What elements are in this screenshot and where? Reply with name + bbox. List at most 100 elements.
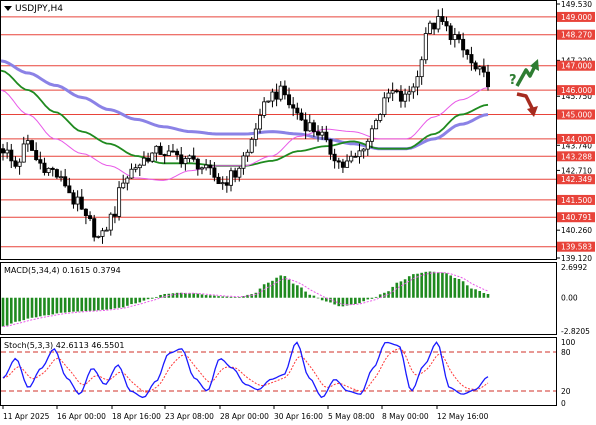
- candle-bear: [328, 139, 333, 155]
- macd-bar: [403, 279, 407, 298]
- candle-bull: [150, 152, 155, 162]
- price-panel: ? USDJPY,H4 149.530147.220145.750143.740…: [0, 0, 595, 263]
- macd-bar: [395, 282, 399, 298]
- candle-bear: [353, 155, 358, 158]
- candle-bear: [287, 94, 292, 106]
- macd-bar: [97, 297, 100, 311]
- candle-bear: [303, 119, 308, 132]
- candle-bear: [461, 38, 466, 51]
- candle-bear: [79, 196, 84, 210]
- candle-bear: [191, 155, 196, 160]
- candle-bull: [378, 114, 383, 121]
- macd-bar: [378, 294, 382, 298]
- candle-bear: [485, 71, 490, 88]
- candle-bear: [481, 66, 486, 73]
- macd-bar: [391, 286, 394, 298]
- forecast-arrows: ?: [509, 59, 539, 117]
- macd-bar: [217, 296, 220, 298]
- level-label: 140.791: [561, 213, 592, 222]
- candle-bull: [17, 161, 22, 167]
- macd-bar: [208, 295, 212, 298]
- dropdown-triangle-icon: [4, 6, 12, 11]
- time-tick-label: 16 Apr 00:00: [57, 412, 106, 421]
- candle-bull: [75, 196, 80, 205]
- macd-bar: [465, 285, 469, 298]
- price-tick-label: 145.750: [561, 92, 592, 101]
- macd-bar: [242, 296, 245, 298]
- candle-bear: [179, 154, 184, 164]
- candle-bull: [349, 155, 354, 162]
- candle-bull: [133, 167, 138, 170]
- candle-bull: [187, 155, 192, 159]
- level-label-bg: [557, 85, 595, 96]
- macd-bar: [22, 297, 26, 321]
- macd-bar: [146, 297, 150, 300]
- candle-bull: [270, 91, 275, 102]
- macd-bar: [150, 297, 154, 299]
- macd-bar: [80, 297, 84, 312]
- macd-bar: [30, 297, 34, 318]
- macd-bar: [51, 297, 55, 315]
- candle-bear: [9, 149, 14, 162]
- macd-bar: [121, 297, 125, 308]
- macd-bar: [229, 296, 233, 298]
- macd-bar: [109, 297, 113, 310]
- price-tick-label: 140.260: [561, 226, 592, 235]
- macd-bar: [117, 297, 121, 308]
- candle-bull: [137, 164, 142, 169]
- horizontal-levels: [1, 16, 556, 248]
- candle-bull: [407, 91, 412, 95]
- level-label: 142.349: [561, 175, 592, 184]
- candle-bull: [374, 120, 379, 130]
- level-label: 141.500: [561, 196, 592, 205]
- level-label-bg: [557, 133, 595, 144]
- candle-bull: [307, 122, 312, 132]
- macd-panel: MACD(5,34,4) 0.1615 0.3794 2.6992 0.00 -2.…: [0, 262, 590, 336]
- time-tick-label: 11 Apr 2025: [3, 412, 50, 421]
- macd-bar: [246, 294, 249, 298]
- candle-bull: [204, 164, 209, 169]
- macd-bar: [275, 277, 278, 298]
- candle-bear: [13, 160, 18, 167]
- macd-bar: [279, 275, 283, 298]
- macd-bar: [362, 297, 365, 302]
- macd-bar: [304, 291, 307, 298]
- candle-bear: [67, 185, 72, 194]
- macd-bar: [237, 297, 241, 298]
- candle-bear: [440, 16, 445, 22]
- candle-bear: [50, 167, 55, 170]
- candle-bull: [237, 167, 242, 178]
- candle-bear: [448, 25, 453, 41]
- candle-bear: [112, 213, 117, 217]
- macd-bar: [262, 284, 266, 298]
- level-labels: 149.000 148.270 147.000 146.000 145.000 144.0…: [557, 11, 595, 252]
- candle-bear: [224, 182, 229, 186]
- level-label-bg: [557, 11, 595, 22]
- macd-bar: [407, 276, 411, 298]
- macd-bar: [9, 297, 13, 324]
- macd-bar: [337, 297, 341, 307]
- price-panel-frame: [0, 0, 557, 260]
- level-label: 145.000: [561, 111, 592, 120]
- macd-bar: [34, 297, 38, 318]
- macd-bar: [134, 297, 137, 304]
- macd-bar: [55, 297, 59, 314]
- symbol-label: USDJPY,H4: [4, 4, 63, 14]
- macd-bar: [159, 294, 162, 298]
- candle-bull: [117, 187, 122, 217]
- candle-bear: [92, 218, 97, 238]
- time-tick-label: 8 May 00:00: [382, 412, 429, 421]
- macd-bar: [43, 297, 46, 316]
- candle-bull: [96, 235, 101, 238]
- macd-bar: [113, 297, 117, 309]
- candle-bear: [38, 159, 43, 164]
- macd-bar: [171, 293, 175, 298]
- price-tick-label: 139.120: [561, 254, 592, 263]
- macd-bar: [271, 280, 274, 298]
- level-label-bg: [557, 194, 595, 205]
- candle-bull: [121, 182, 126, 189]
- macd-bar: [68, 297, 71, 313]
- macd-bar: [358, 297, 361, 304]
